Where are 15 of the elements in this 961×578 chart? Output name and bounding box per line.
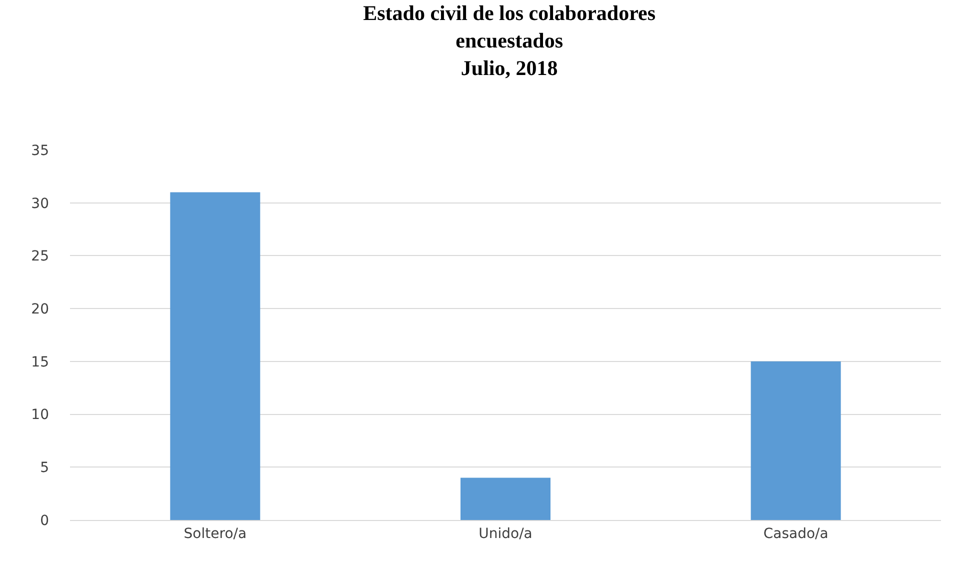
- bar: [750, 361, 841, 520]
- x-tick-label: Unido/a: [478, 526, 532, 542]
- y-tick-label: 5: [40, 460, 49, 476]
- chart-title: Estado civil de los colaboradores encuestados Julio, 2018: [363, 1, 656, 80]
- y-tick-label: 0: [40, 512, 49, 529]
- y-tick-label: 20: [31, 301, 49, 318]
- x-tick-label: Soltero/a: [184, 526, 247, 542]
- y-tick-label: 10: [31, 407, 49, 424]
- y-tick-label: 25: [31, 248, 49, 265]
- y-tick-label: 35: [31, 142, 49, 159]
- y-tick-label: 15: [31, 354, 49, 370]
- bar: [460, 478, 550, 520]
- bar: [170, 192, 260, 520]
- y-tick-label: 30: [31, 196, 49, 212]
- x-tick-label: Casado/a: [763, 526, 828, 542]
